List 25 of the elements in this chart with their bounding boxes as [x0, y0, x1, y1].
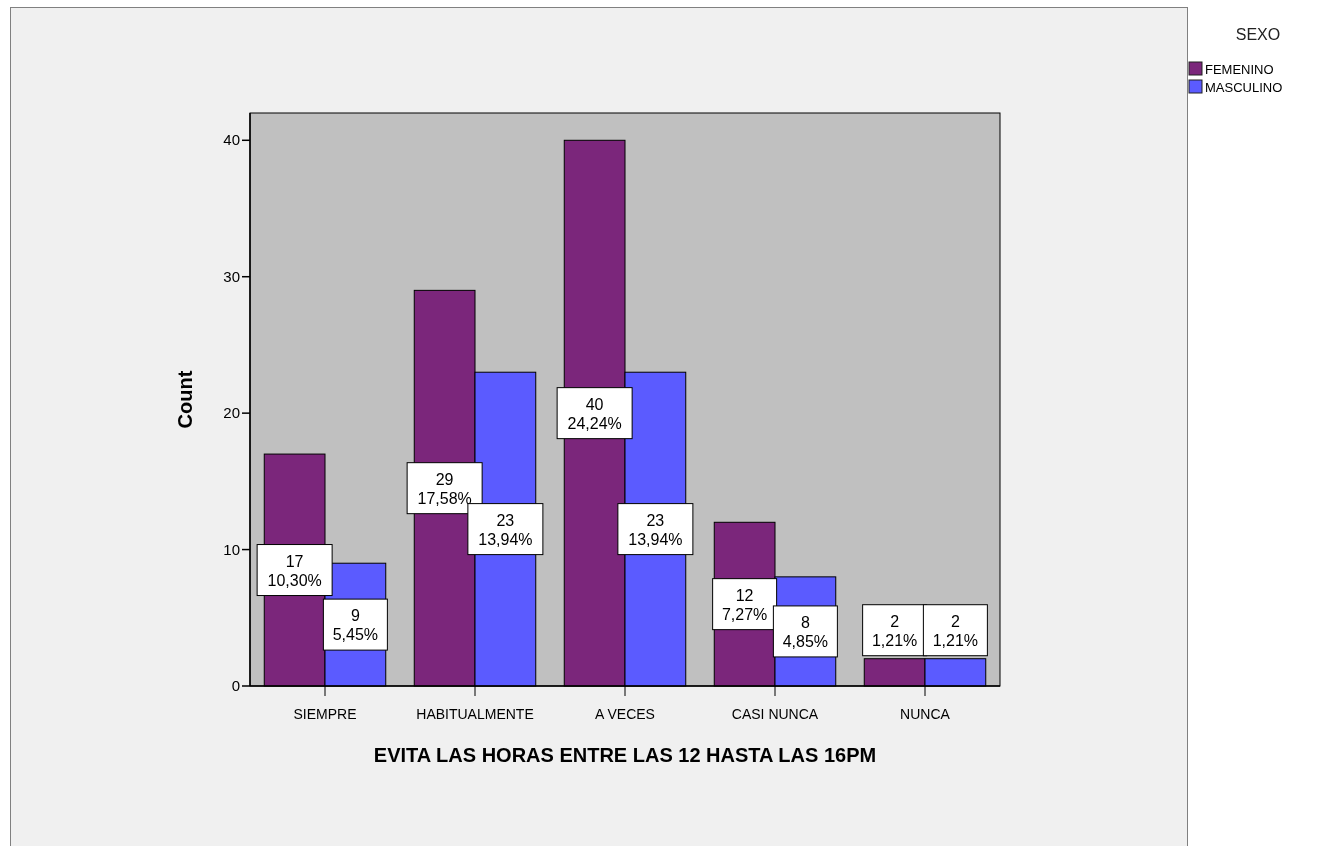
y-tick-label: 20 [223, 404, 240, 422]
x-tick-label: SIEMPRE [293, 706, 357, 722]
data-label: 2 1,21% [871, 612, 918, 649]
data-label: 12 7,27% [721, 586, 768, 623]
legend-title: SEXO [1235, 26, 1281, 43]
x-tick-label: NUNCA [900, 706, 951, 722]
legend-label: FEMENINO [1205, 62, 1274, 77]
y-tick-label: 0 [231, 677, 240, 694]
data-label: 2 1,21% [932, 612, 979, 649]
data-label: 8 4,85% [782, 613, 829, 650]
data-label: 17 10,30% [267, 552, 322, 589]
x-tick-label: CASI NUNCA [731, 706, 819, 722]
y-tick-label: 30 [223, 267, 240, 285]
data-label: 9 5,45% [332, 607, 379, 644]
y-tick-label: 40 [223, 131, 240, 149]
data-label: 23 13,94% [478, 511, 533, 548]
data-label: 23 13,94% [628, 511, 683, 548]
data-label: 40 24,24% [567, 395, 622, 432]
data-label: 29 17,58% [417, 470, 472, 507]
x-axis-title: EVITA LAS HORAS ENTRE LAS 12 HASTA LAS 16PM [373, 744, 877, 766]
x-tick-label: A VECES [595, 706, 655, 722]
y-axis-title: Count [174, 370, 196, 429]
y-tick-label: 10 [223, 540, 240, 558]
legend-label: MASCULINO [1205, 80, 1283, 95]
x-tick-label: HABITUALMENTE [416, 706, 534, 722]
